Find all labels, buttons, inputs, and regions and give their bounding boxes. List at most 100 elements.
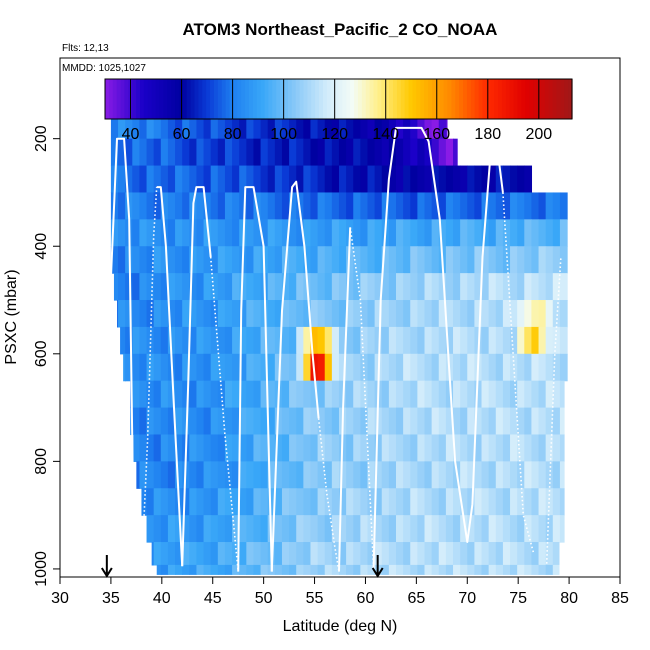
heatmap-cell — [396, 300, 404, 328]
heatmap-cell — [153, 515, 162, 543]
heatmap-cell — [531, 192, 540, 220]
heatmap-cell — [153, 111, 162, 140]
heatmap-cell — [374, 219, 383, 247]
heatmap-cell — [210, 515, 219, 543]
heatmap-cell — [502, 380, 511, 409]
colorbar-swatch — [264, 79, 270, 119]
heatmap-cell — [246, 246, 255, 274]
heatmap-cell — [431, 434, 440, 462]
heatmap-cell — [431, 461, 440, 489]
heatmap-cell — [424, 407, 433, 436]
colorbar-swatch — [155, 79, 161, 119]
heatmap-cell — [246, 542, 255, 566]
heatmap-cell — [410, 246, 418, 274]
x-tick-label: 75 — [509, 590, 527, 607]
heatmap-cell — [217, 407, 226, 436]
heatmap-cell — [324, 434, 333, 462]
heatmap-cell — [118, 219, 126, 247]
heatmap-cell — [196, 300, 205, 328]
heatmap-cell — [246, 380, 255, 409]
heatmap-cell — [374, 515, 383, 543]
heatmap-cell — [203, 165, 212, 194]
heatmap-cell — [310, 138, 319, 167]
heatmap-cell — [310, 564, 319, 575]
heatmap-cell — [132, 138, 141, 167]
x-tick-label: 60 — [357, 590, 375, 607]
colorbar-swatch — [498, 79, 503, 119]
heatmap-cell — [239, 138, 247, 167]
heatmap-cell — [388, 273, 397, 301]
colorbar-swatch — [159, 79, 164, 119]
heatmap-cell — [410, 326, 418, 355]
heatmap-cell — [338, 326, 347, 355]
heatmap-cell — [232, 407, 240, 436]
heatmap-cell — [481, 192, 490, 220]
heatmap-cell — [502, 353, 511, 382]
heatmap-cell — [232, 542, 240, 566]
y-tick-label: 400 — [33, 233, 50, 260]
heatmap-cell — [381, 165, 390, 194]
heatmap-cell — [153, 192, 162, 220]
heatmap-cell — [203, 515, 212, 543]
heatmap-cell — [467, 326, 475, 355]
heatmap-cell — [502, 192, 511, 220]
heatmap-cell — [289, 246, 297, 274]
heatmap-cell — [502, 246, 511, 274]
heatmap-cell — [424, 192, 433, 220]
colorbar-swatch — [412, 79, 417, 119]
heatmap-cell — [453, 353, 461, 382]
heatmap-cell — [160, 111, 169, 140]
heatmap-cell — [260, 488, 269, 516]
heatmap-cell — [210, 138, 219, 167]
heatmap-cell — [253, 515, 262, 543]
heatmap-cell — [232, 488, 240, 516]
heatmap-cell — [388, 326, 397, 355]
heatmap-cell — [410, 515, 418, 543]
heatmap-cell — [424, 246, 433, 274]
heatmap-cell — [502, 165, 511, 194]
x-axis-label: Latitude (deg N) — [283, 618, 398, 635]
heatmap-cell — [303, 434, 312, 462]
heatmap-cell — [196, 353, 205, 382]
colorbar-swatch — [112, 79, 118, 119]
heatmap-cell — [367, 273, 376, 301]
heatmap-cell — [253, 407, 262, 436]
heatmap-cell — [445, 380, 454, 409]
heatmap-cell — [467, 542, 475, 566]
heatmap-cell — [360, 407, 369, 436]
heatmap-cell — [224, 300, 233, 328]
colorbar-swatch — [392, 79, 398, 119]
heatmap-cell — [360, 111, 369, 140]
heatmap-cell — [453, 138, 458, 167]
heatmap-cell — [160, 542, 169, 566]
heatmap-cell — [545, 219, 554, 247]
position-arrow — [100, 555, 113, 578]
colorbar-swatch — [443, 79, 449, 119]
heatmap-cell — [331, 515, 340, 543]
heatmap-cell — [410, 111, 418, 140]
heatmap-cell — [467, 434, 475, 462]
heatmap-cell — [274, 138, 283, 167]
heatmap-cell — [189, 138, 198, 167]
heatmap-cell — [289, 380, 297, 409]
heatmap-cell — [424, 542, 433, 566]
heatmap-cell — [274, 515, 283, 543]
colorbar-swatch — [256, 79, 262, 119]
heatmap-cell — [324, 353, 333, 382]
heatmap-cell — [559, 353, 568, 382]
heatmap-cell — [175, 564, 183, 575]
heatmap-cell — [353, 353, 361, 382]
heatmap-cell — [239, 353, 247, 382]
heatmap-cell — [289, 326, 297, 355]
heatmap-cell — [353, 488, 361, 516]
heatmap-cell — [217, 488, 226, 516]
heatmap-cell — [139, 353, 148, 382]
heatmap-cell — [559, 219, 568, 247]
heatmap-cell — [552, 542, 560, 566]
heatmap-cell — [260, 407, 269, 436]
colorbar-swatch — [248, 79, 254, 119]
heatmap-cell — [424, 165, 433, 194]
colorbar-tick-label: 80 — [224, 126, 242, 143]
heatmap-cell — [538, 219, 547, 247]
heatmap-cell — [160, 515, 169, 543]
